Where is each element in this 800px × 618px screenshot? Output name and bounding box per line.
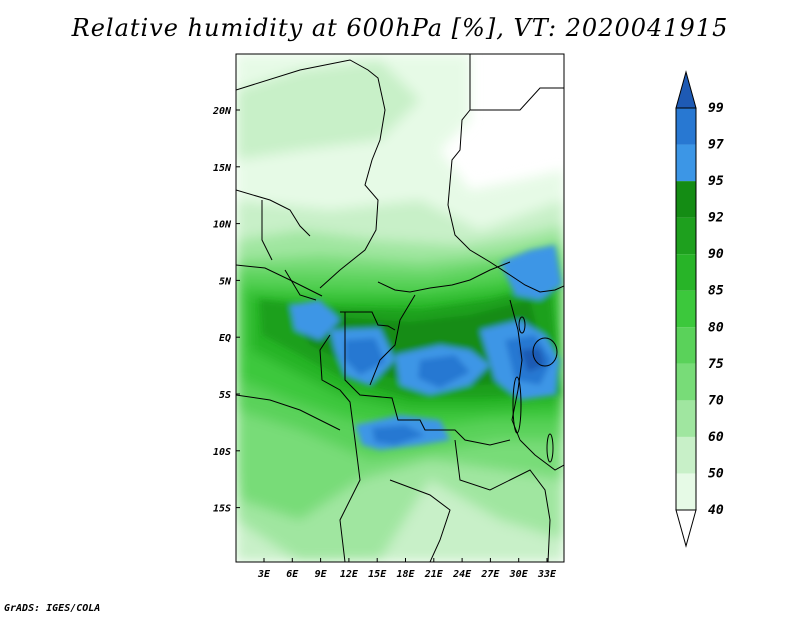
lat-label: 10N <box>213 220 232 231</box>
lon-label: 24E <box>452 569 472 580</box>
colorbar: 40 50 60 70 75 80 85 90 92 95 97 99 <box>675 70 724 548</box>
lat-label: 5N <box>219 276 232 287</box>
colorbar-over-arrow <box>675 70 697 109</box>
colorbar-frame <box>675 107 697 511</box>
lat-label: 15N <box>213 163 232 174</box>
colorbar-box <box>676 436 696 474</box>
colorbar-box <box>676 327 696 364</box>
lat-label: 15S <box>213 504 231 515</box>
longitude-labels: 3E 6E 9E 12E 15E 18E 21E 24E 27E 30E 33E <box>257 558 557 580</box>
lat-label: 5S <box>219 390 231 401</box>
colorbar-label: 80 <box>708 320 724 335</box>
humidity-high-levels <box>260 245 562 450</box>
map-frame <box>235 53 565 563</box>
lon-label: 21E <box>424 569 444 580</box>
humidity-field <box>236 54 564 562</box>
colorbar-label: 97 <box>708 138 724 153</box>
lon-label: 3E <box>257 569 271 580</box>
colorbar-box <box>676 144 696 182</box>
colorbar-box <box>676 108 696 145</box>
colorbar-label: 92 <box>708 211 724 226</box>
grads-credit: GrADS: IGES/COLA <box>4 603 101 614</box>
colorbar-label: 40 <box>708 503 724 518</box>
colorbar-label: 70 <box>708 393 724 408</box>
colorbar-label: 85 <box>708 284 724 299</box>
colorbar-under-arrow <box>675 509 697 548</box>
lon-label: 9E <box>315 569 328 580</box>
lat-label: 20N <box>212 106 232 117</box>
lon-label: 27E <box>480 569 500 580</box>
colorbar-label: 50 <box>708 466 724 481</box>
colorbar-label: 99 <box>708 101 724 116</box>
lat-label: 10S <box>213 447 231 458</box>
lon-label: 30E <box>509 569 529 580</box>
lon-label: 15E <box>368 569 387 580</box>
colorbar-box <box>676 363 696 401</box>
colorbar-box <box>676 473 696 510</box>
colorbar-box <box>676 217 696 255</box>
colorbar-box <box>676 181 696 218</box>
colorbar-box <box>676 290 696 328</box>
lon-label: 6E <box>286 569 299 580</box>
latitude-labels: 20N 15N 10N 5N EQ 5S 10S 15S <box>212 106 240 515</box>
country-borders <box>236 54 564 562</box>
lon-label: 12E <box>340 569 359 580</box>
lon-label: 18E <box>396 569 415 580</box>
lat-label: EQ <box>219 333 231 344</box>
chart-title: Relative humidity at 600hPa [%], VT: 202… <box>71 14 729 42</box>
colorbar-label: 90 <box>708 247 724 262</box>
colorbar-label: 95 <box>708 174 724 189</box>
lakes <box>512 316 558 463</box>
colorbar-label: 75 <box>708 357 724 372</box>
colorbar-box <box>676 400 696 437</box>
lon-label: 33E <box>537 569 557 580</box>
colorbar-label: 60 <box>708 430 724 445</box>
colorbar-box <box>676 254 696 291</box>
